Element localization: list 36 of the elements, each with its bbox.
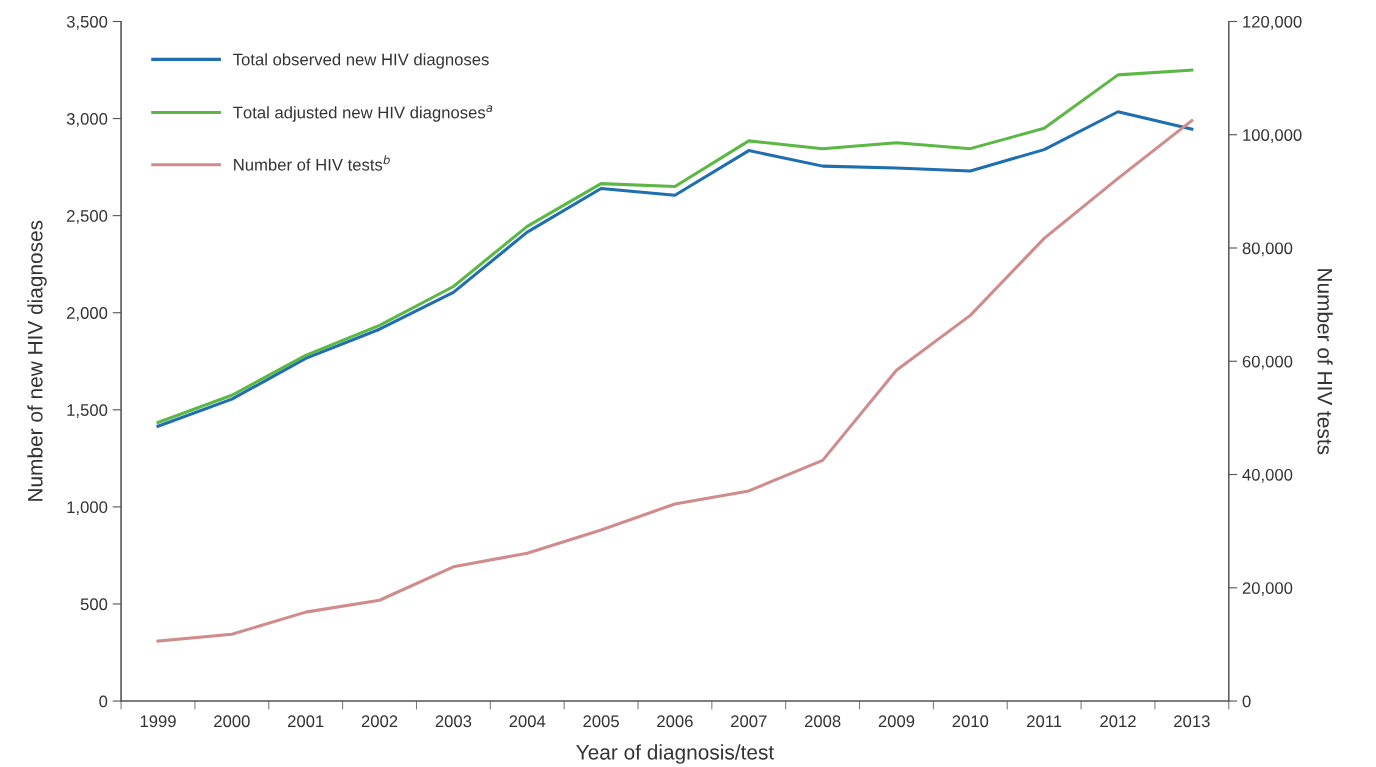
x-tick-label: 2013 xyxy=(1174,715,1210,728)
x-tick-label: 2012 xyxy=(1100,715,1136,728)
x-tick-label: 2010 xyxy=(952,715,989,728)
y2-tick-label: 40,000 xyxy=(1242,468,1293,483)
x-tick-label: 1999 xyxy=(140,715,176,728)
y2-axis-title: Number of HIV tests xyxy=(1317,269,1333,455)
y2-tick-label: 100,000 xyxy=(1243,129,1302,143)
y-tick-label: 3,000 xyxy=(66,112,108,127)
x-tick-label: 2009 xyxy=(878,715,915,728)
x-tick-label: 2006 xyxy=(657,715,693,728)
y2-tick-label: 120,000 xyxy=(1243,15,1302,30)
x-tick-label: 2003 xyxy=(435,715,472,728)
x-tick-label: 2000 xyxy=(214,715,250,728)
x-axis-title: Year of diagnosis/test xyxy=(576,744,774,764)
legend-label: Number of HIV tests$^{b}$ xyxy=(234,155,390,171)
y-tick-label: 3,500 xyxy=(66,15,108,30)
y-axis-title: Number of new HIV diagnoses xyxy=(27,220,47,501)
legend-label: Total adjusted new HIV diagnoses$^{a}$ xyxy=(233,105,493,122)
x-tick-label: 2008 xyxy=(804,715,841,728)
x-tick-label: 2004 xyxy=(509,715,546,728)
y2-tick-label: 80,000 xyxy=(1242,242,1293,257)
x-tick-label: 2005 xyxy=(583,715,619,728)
y-tick-label: 1,500 xyxy=(67,404,108,418)
y-tick-label: 0 xyxy=(99,695,108,708)
x-tick-label: 2007 xyxy=(731,715,767,728)
y2-tick-label: 60,000 xyxy=(1242,355,1293,370)
y-tick-label: 2,500 xyxy=(67,210,108,224)
y-tick-label: 2,000 xyxy=(67,307,108,321)
y-tick-label: 1,000 xyxy=(67,501,108,516)
y2-tick-label: 0 xyxy=(1242,695,1251,708)
x-tick-label: 2001 xyxy=(288,715,324,728)
x-tick-label: 2002 xyxy=(361,715,398,728)
y-tick-label: 500 xyxy=(80,598,108,611)
x-tick-label: 2011 xyxy=(1027,715,1062,728)
legend-label: Total observed new HIV diagnoses xyxy=(233,53,489,69)
y2-tick-label: 20,000 xyxy=(1242,582,1293,596)
